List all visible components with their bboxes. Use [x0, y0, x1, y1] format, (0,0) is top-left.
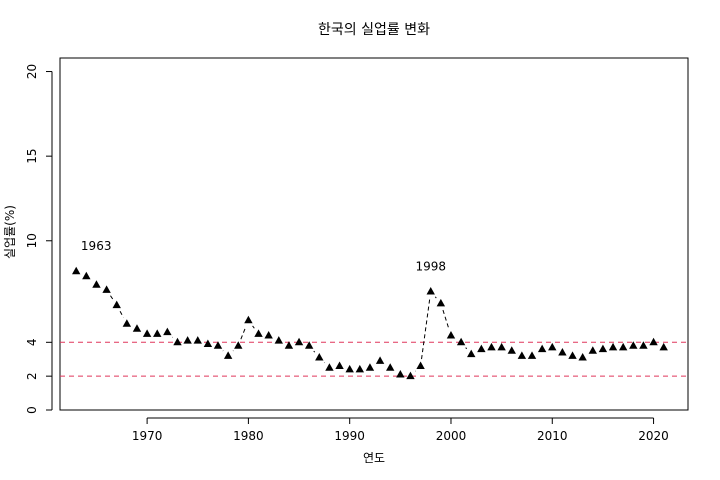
series-segment	[240, 326, 247, 340]
data-point	[659, 342, 668, 351]
data-point	[223, 351, 233, 359]
y-tick-label: 0	[25, 406, 39, 414]
data-point	[426, 287, 435, 295]
data-point	[173, 337, 182, 346]
data-point	[406, 371, 415, 380]
chart-title: 한국의 실업률 변화	[318, 22, 430, 38]
y-tick-label: 20	[25, 64, 39, 79]
series-segment	[442, 309, 450, 330]
data-point	[234, 341, 243, 349]
series-segment	[110, 295, 114, 300]
data-point	[507, 346, 516, 354]
annotations: 1963 1998	[81, 239, 446, 273]
annotation-label: 1963	[81, 239, 112, 253]
data-point	[608, 342, 618, 351]
data-point	[598, 344, 608, 353]
x-axis: 1970 1980 1990 2000 2010 2020	[132, 417, 669, 443]
data-point	[487, 342, 496, 351]
data-point	[497, 342, 506, 351]
series-segment	[119, 310, 124, 318]
data-point	[456, 337, 466, 346]
data-point	[629, 341, 638, 349]
y-tick-label: 2	[25, 372, 39, 380]
y-tick-label: 4	[25, 338, 39, 346]
data-point	[396, 369, 405, 378]
data-point	[618, 342, 628, 351]
data-point	[132, 324, 142, 332]
data-point	[193, 336, 202, 344]
data-point	[345, 364, 354, 373]
data-point	[517, 351, 527, 359]
reference-lines	[60, 341, 688, 377]
data-point	[304, 341, 314, 349]
data-point	[203, 339, 213, 347]
data-point	[254, 329, 263, 337]
plot-frame	[59, 57, 689, 411]
data-point	[558, 347, 567, 356]
data-point	[355, 364, 365, 373]
data-point	[588, 346, 597, 354]
data-point	[568, 351, 577, 359]
data-point	[183, 336, 192, 344]
x-tick-label: 1970	[132, 429, 163, 443]
data-point	[537, 344, 547, 353]
data-point	[213, 341, 223, 349]
series-segment	[465, 347, 468, 350]
data-point	[153, 329, 162, 337]
data-point	[436, 298, 446, 307]
y-tick-label: 10	[25, 233, 39, 248]
data-point	[649, 337, 658, 346]
data-point	[335, 361, 344, 369]
data-point	[446, 331, 456, 339]
data-point	[375, 356, 385, 364]
data-point	[274, 336, 283, 344]
x-tick-label: 1980	[233, 429, 264, 443]
data-point	[122, 319, 132, 327]
data-point	[416, 361, 425, 369]
x-tick-label: 2010	[537, 429, 568, 443]
data-point	[315, 353, 324, 361]
y-axis-label: 실업률(%)	[3, 205, 17, 259]
data-point	[112, 300, 121, 309]
data-point	[284, 341, 294, 349]
data-point	[578, 353, 587, 361]
series-lines	[110, 295, 468, 372]
data-point	[163, 327, 172, 336]
data-point	[477, 344, 486, 353]
x-tick-label: 2000	[436, 429, 467, 443]
data-point	[102, 285, 111, 293]
x-tick-label: 2020	[638, 429, 669, 443]
data-point	[264, 331, 273, 339]
series-segment	[313, 350, 316, 353]
data-point	[548, 342, 557, 351]
data-point	[325, 363, 334, 371]
series-points	[72, 266, 668, 380]
data-point	[639, 341, 648, 349]
data-point	[365, 363, 375, 371]
data-point	[294, 337, 304, 346]
x-axis-label: 연도	[363, 451, 385, 465]
annotation-label: 1998	[415, 260, 446, 274]
data-point	[386, 363, 395, 371]
series-segment	[434, 296, 437, 299]
data-point	[72, 266, 81, 275]
data-point	[142, 329, 152, 337]
y-axis: 0 2 4 10 15 20	[25, 64, 53, 414]
data-point	[92, 280, 101, 288]
data-point	[527, 351, 537, 359]
y-tick-label: 15	[25, 149, 39, 164]
series-segment	[252, 325, 255, 329]
data-point	[467, 349, 476, 358]
series-segment	[421, 298, 431, 360]
data-point	[82, 271, 91, 280]
x-tick-label: 1990	[334, 429, 365, 443]
data-point	[244, 315, 253, 324]
